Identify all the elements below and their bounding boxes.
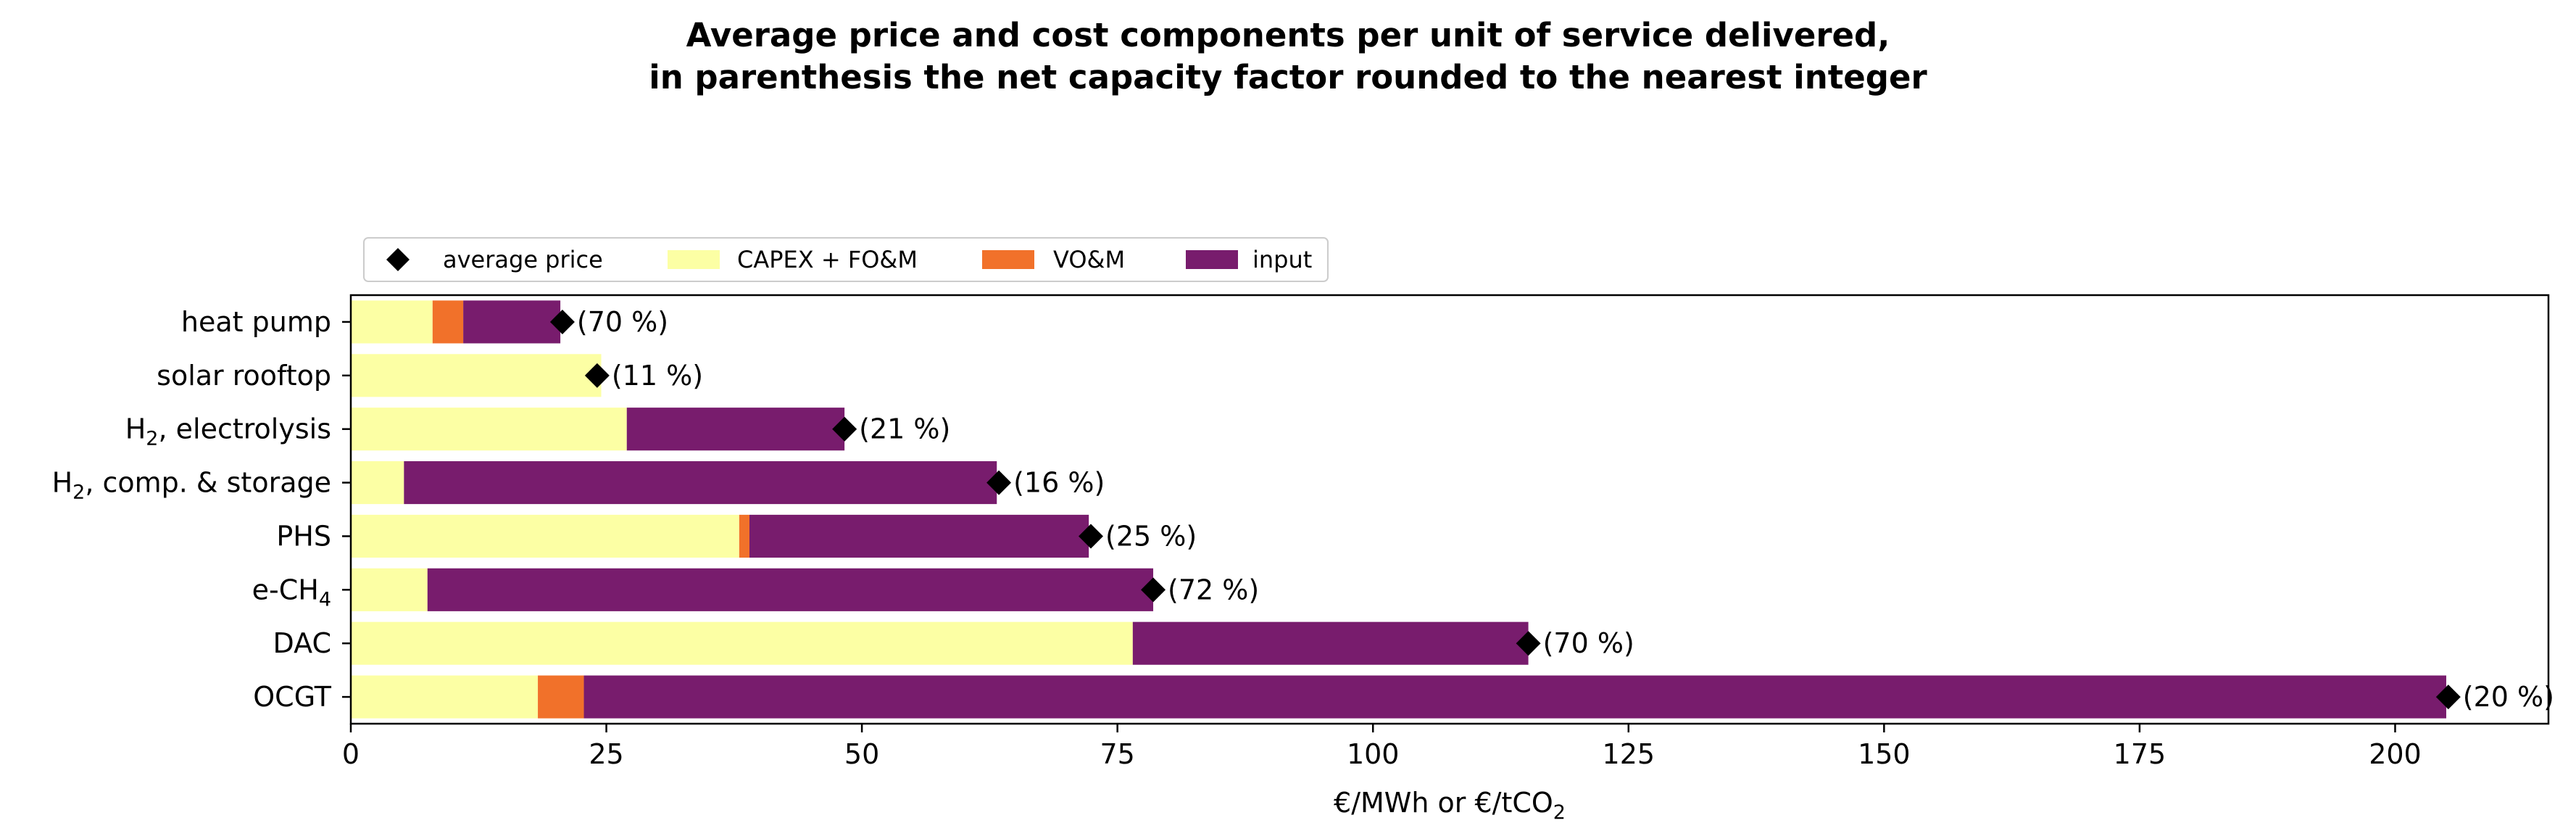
y-tick-label-1: heat pump [181, 306, 331, 338]
bar-segment-3-row-1 [463, 300, 561, 344]
legend: average price CAPEX + FO&M VO&M input [363, 237, 1329, 282]
bar-segment-1-row-3 [351, 408, 627, 451]
chart-title-line-2: in parenthesis the net capacity factor r… [649, 58, 1927, 96]
x-tick-label-2: 25 [589, 738, 623, 770]
y-tick-label-7: DAC [273, 627, 331, 659]
plot-frame [349, 294, 2550, 725]
average-price-marker-2 [584, 363, 610, 388]
y-tick-label-4: H2, comp. & storage [52, 467, 331, 504]
x-tick-label-4: 75 [1100, 738, 1134, 770]
legend-marker-average-price [386, 248, 410, 271]
bar-segment-3-row-4 [404, 461, 997, 505]
x-tick-label-3: 50 [844, 738, 879, 770]
average-price-marker-4 [986, 470, 1012, 495]
chart-title: Average price and cost components per un… [0, 15, 2576, 99]
bar-segment-3-row-3 [626, 408, 845, 451]
capacity-factor-label-2: (11 %) [612, 360, 703, 392]
x-axis: 0 25 50 75 100 125 150 175 200 [342, 724, 2422, 770]
y-tick-label-5: PHS [276, 520, 331, 552]
chart-title-line-1: Average price and cost components per un… [686, 16, 1890, 54]
capacity-factor-label-8: (20 %) [2463, 681, 2554, 713]
average-price-marker-6 [1141, 577, 1166, 603]
x-tick-label-9: 200 [2369, 738, 2422, 770]
capacity-factor-label-5: (25 %) [1105, 520, 1197, 552]
bar-segment-1-row-4 [351, 461, 404, 505]
legend-label-4: input [1252, 246, 1312, 273]
markers-layer [549, 309, 2461, 710]
y-axis: heat pump solar rooftop H2, electrolysis H2… [52, 306, 351, 713]
bar-segment-2-row-8 [538, 675, 584, 719]
x-axis-label: €/MWh or €/tCO2 [1334, 787, 1566, 824]
average-price-marker-7 [1516, 631, 1541, 656]
bars-layer [351, 300, 2446, 719]
capacity-factor-label-7: (70 %) [1543, 627, 1634, 659]
x-axis-label-main: €/MWh or €/tCO [1334, 787, 1553, 819]
x-tick-label-1: 0 [342, 738, 360, 770]
bar-segment-1-row-7 [351, 621, 1133, 665]
y-tick-label-2: solar rooftop [157, 360, 331, 392]
legend-swatch-4 [1186, 250, 1238, 269]
annotations-layer: (70 %) (11 %) (21 %) (16 %)(25 %) (72 %) (70 … [577, 306, 2554, 713]
legend-swatch-2 [668, 250, 720, 269]
average-price-marker-3 [832, 416, 857, 442]
average-price-marker-5 [1079, 524, 1104, 549]
capacity-factor-label-1: (70 %) [577, 306, 668, 338]
x-tick-label-8: 175 [2114, 738, 2166, 770]
capacity-factor-label-3: (21 %) [859, 413, 950, 445]
bar-segment-1-row-5 [351, 514, 739, 558]
capacity-factor-label-4: (16 %) [1013, 467, 1105, 499]
y-tick-label-3: H2, electrolysis [125, 413, 331, 450]
legend-frame [363, 237, 1329, 282]
bar-segment-1-row-8 [351, 675, 539, 719]
average-price-marker-1 [549, 309, 575, 334]
bar-segment-1-row-6 [351, 568, 428, 611]
x-tick-label-7: 150 [1858, 738, 1911, 770]
bar-segment-1-row-2 [351, 354, 602, 397]
bar-segment-1-row-1 [351, 300, 433, 344]
bar-segment-3-row-6 [427, 568, 1154, 611]
legend-label-3: VO&M [1053, 246, 1125, 273]
x-axis-label-subscript: 2 [1553, 801, 1566, 824]
y-tick-label-6: e-CH4 [252, 574, 331, 611]
capacity-factor-label-6: (72 %) [1168, 574, 1259, 606]
bar-segment-2-row-5 [739, 514, 749, 558]
y-tick-label-8: OCGT [253, 681, 332, 713]
legend-label-2: CAPEX + FO&M [737, 246, 918, 273]
x-tick-label-6: 125 [1603, 738, 1655, 770]
x-tick-label-5: 100 [1347, 738, 1400, 770]
bar-segment-3-row-5 [749, 514, 1089, 558]
bar-segment-3-row-7 [1132, 621, 1529, 665]
average-price-marker-8 [2435, 685, 2461, 710]
bar-segment-2-row-1 [432, 300, 464, 344]
legend-swatch-3 [982, 250, 1034, 269]
bar-segment-3-row-8 [583, 675, 2446, 719]
legend-label-average-price: average price [443, 246, 603, 273]
